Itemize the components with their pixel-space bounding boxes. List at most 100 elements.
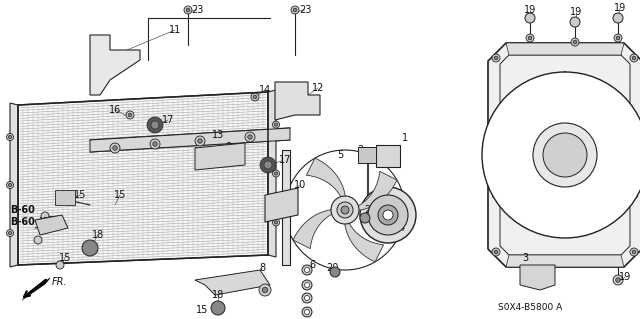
Circle shape xyxy=(632,250,636,254)
Circle shape xyxy=(570,17,580,27)
Circle shape xyxy=(526,34,534,42)
Circle shape xyxy=(494,250,498,254)
Circle shape xyxy=(184,6,192,14)
Text: 14: 14 xyxy=(259,85,271,95)
Circle shape xyxy=(630,248,638,256)
Circle shape xyxy=(195,136,205,146)
Polygon shape xyxy=(293,209,337,249)
Circle shape xyxy=(573,40,577,44)
Polygon shape xyxy=(520,265,555,290)
Circle shape xyxy=(275,221,278,224)
Text: 19: 19 xyxy=(614,3,626,13)
Polygon shape xyxy=(344,218,383,262)
Circle shape xyxy=(110,143,120,153)
Circle shape xyxy=(211,301,225,315)
Circle shape xyxy=(34,236,42,244)
Circle shape xyxy=(147,117,163,133)
Polygon shape xyxy=(195,270,270,295)
Text: 22: 22 xyxy=(624,130,636,140)
Circle shape xyxy=(632,56,636,60)
Circle shape xyxy=(6,182,13,189)
Circle shape xyxy=(543,133,587,177)
Circle shape xyxy=(275,172,278,175)
Text: 8: 8 xyxy=(259,263,265,273)
Text: 5: 5 xyxy=(337,150,343,160)
Circle shape xyxy=(273,121,280,128)
Text: 15: 15 xyxy=(114,190,126,200)
Polygon shape xyxy=(90,35,140,95)
Circle shape xyxy=(341,206,349,214)
Text: S0X4-B5800 A: S0X4-B5800 A xyxy=(498,303,562,313)
Polygon shape xyxy=(488,43,640,267)
Bar xyxy=(282,150,290,265)
Circle shape xyxy=(150,139,160,149)
Circle shape xyxy=(8,231,12,234)
Circle shape xyxy=(260,157,276,173)
Circle shape xyxy=(613,13,623,23)
Text: 16: 16 xyxy=(194,147,206,157)
Circle shape xyxy=(56,261,64,269)
Polygon shape xyxy=(268,90,276,257)
Circle shape xyxy=(273,219,280,226)
Circle shape xyxy=(368,195,408,235)
Circle shape xyxy=(186,8,190,12)
Text: 13: 13 xyxy=(212,130,224,140)
Circle shape xyxy=(58,193,66,201)
Circle shape xyxy=(378,205,398,225)
Text: 19: 19 xyxy=(619,272,631,282)
Text: 18: 18 xyxy=(92,230,104,240)
Text: 10: 10 xyxy=(294,180,306,190)
Circle shape xyxy=(248,135,252,139)
Circle shape xyxy=(198,139,202,143)
Circle shape xyxy=(238,158,242,162)
Text: B-60: B-60 xyxy=(10,205,35,215)
Circle shape xyxy=(262,287,268,293)
Text: 23: 23 xyxy=(191,5,203,15)
Circle shape xyxy=(293,8,297,12)
Text: 12: 12 xyxy=(312,83,324,93)
Text: 1: 1 xyxy=(402,133,408,143)
Circle shape xyxy=(151,121,159,129)
Text: 11: 11 xyxy=(169,25,181,35)
Polygon shape xyxy=(10,103,18,267)
Text: 18: 18 xyxy=(212,290,224,300)
Text: 6: 6 xyxy=(309,260,315,270)
Circle shape xyxy=(302,293,312,303)
Polygon shape xyxy=(35,215,68,235)
Circle shape xyxy=(330,267,340,277)
Text: 20: 20 xyxy=(326,263,338,273)
Circle shape xyxy=(6,229,13,236)
Circle shape xyxy=(6,133,13,140)
Text: 9: 9 xyxy=(225,142,231,152)
Circle shape xyxy=(302,307,312,317)
Circle shape xyxy=(494,56,498,60)
Circle shape xyxy=(614,34,622,42)
Circle shape xyxy=(236,156,244,164)
Circle shape xyxy=(492,248,500,256)
Polygon shape xyxy=(353,171,397,211)
Circle shape xyxy=(275,123,278,126)
Circle shape xyxy=(616,36,620,40)
Text: 2: 2 xyxy=(357,145,363,155)
Circle shape xyxy=(305,295,310,300)
Circle shape xyxy=(337,202,353,218)
Circle shape xyxy=(360,213,370,223)
Circle shape xyxy=(41,212,49,220)
Polygon shape xyxy=(307,158,346,202)
Circle shape xyxy=(492,54,500,62)
Circle shape xyxy=(305,309,310,315)
Circle shape xyxy=(86,244,94,252)
Polygon shape xyxy=(55,190,75,205)
Circle shape xyxy=(8,136,12,138)
Polygon shape xyxy=(265,188,298,222)
Polygon shape xyxy=(22,278,50,300)
Circle shape xyxy=(128,113,132,117)
Circle shape xyxy=(245,132,255,142)
Text: 21: 21 xyxy=(364,205,376,215)
Polygon shape xyxy=(506,255,624,267)
Circle shape xyxy=(305,268,310,272)
Circle shape xyxy=(264,161,272,169)
Circle shape xyxy=(153,142,157,146)
Text: 23: 23 xyxy=(299,5,311,15)
Circle shape xyxy=(383,210,393,220)
